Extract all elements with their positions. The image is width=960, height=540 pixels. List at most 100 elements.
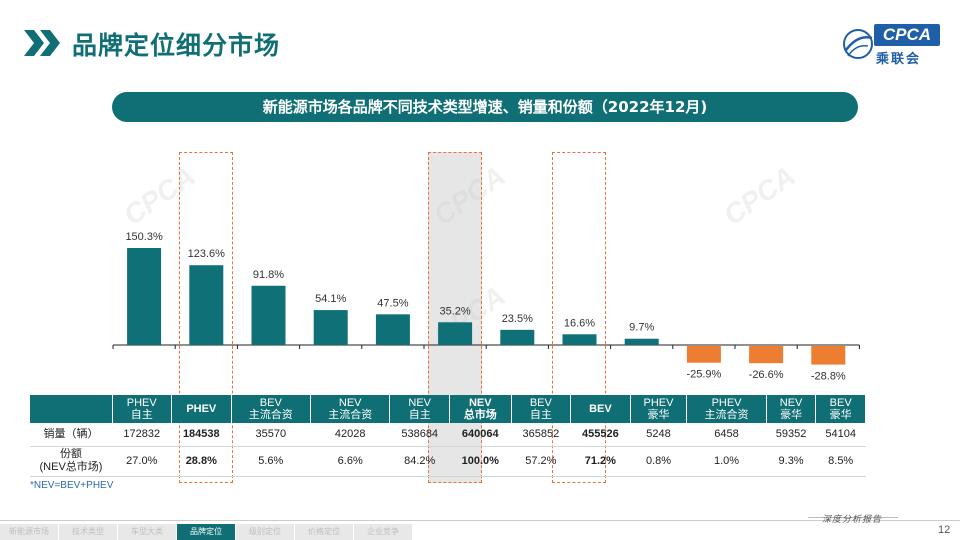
bar (251, 285, 286, 345)
data-label: 123.6% (188, 248, 226, 260)
table-cell: 6458 (686, 423, 767, 447)
page-title: 品牌定位细分市场 (72, 31, 281, 60)
column-header: NEV 豪华 (766, 395, 817, 423)
column-header-line: BEV (529, 397, 552, 409)
footnote: *NEV=BEV+PHEV (30, 480, 114, 491)
data-label: 47.5% (377, 297, 408, 309)
column-header-line: 主流合资 (248, 409, 293, 421)
bar (562, 334, 597, 345)
column-header-line: 自主 (408, 409, 431, 421)
table-cell: 455526 (570, 423, 631, 447)
table-cell: 6.6% (310, 446, 390, 477)
table-header-row: PHEV 自主 PHEV BEV 主流合资 NEV 主流合资 NEV 自主 NEV 总市场 BEV 自主… (30, 395, 866, 423)
table-cell: 42028 (310, 423, 390, 447)
table-cell: 54104 (815, 423, 866, 447)
table-cell: 5248 (630, 423, 687, 447)
table-corner-cell (30, 395, 113, 423)
bar (624, 338, 659, 345)
table-cell: 28.8% (171, 446, 232, 477)
table-cell: 35570 (231, 423, 311, 447)
column-header-line: PHEV (643, 397, 674, 409)
column-header-line: 总市场 (463, 409, 497, 421)
data-table: PHEV 自主 PHEV BEV 主流合资 NEV 主流合资 NEV 自主 NEV 总市场 BEV 自主… (30, 395, 866, 477)
table-cell: 5.6% (231, 446, 311, 477)
column-header: PHEV 主流合资 (686, 395, 767, 423)
footer-divider-accent (808, 517, 898, 518)
column-header: PHEV (171, 395, 232, 423)
logo-text: CPCA (874, 24, 940, 46)
table-cell: 1.0% (686, 446, 767, 477)
bar (438, 322, 473, 345)
data-label: 91.8% (253, 269, 284, 281)
nav-tab[interactable]: 车型大类 (118, 524, 176, 540)
nav-tab[interactable]: 技术类型 (59, 524, 117, 540)
column-header-line: BEV (829, 397, 852, 409)
column-header-line: 主流合资 (328, 409, 373, 421)
table-cell: 84.2% (389, 446, 450, 477)
bar (313, 310, 348, 345)
table-cell: 640064 (449, 423, 512, 447)
data-label: 150.3% (125, 231, 163, 243)
row-label: 销量（辆） (30, 423, 112, 447)
column-header: NEV 主流合资 (310, 395, 391, 423)
row-label-line: 份额 (60, 448, 82, 460)
table-cell: 100.0% (449, 446, 512, 477)
table-cell: 27.0% (112, 446, 172, 477)
column-header: NEV 总市场 (449, 395, 512, 423)
column-header: PHEV 自主 (112, 395, 173, 423)
highlight-box-phev (179, 152, 233, 483)
column-header-line: 自主 (529, 409, 552, 421)
column-header-line: 主流合资 (704, 409, 749, 421)
bar (189, 265, 224, 345)
bar (749, 346, 784, 364)
column-header: NEV 自主 (389, 395, 450, 423)
column-header-line: BEV (589, 403, 612, 415)
table-cell: 9.3% (766, 446, 816, 477)
row-label-line: 销量（辆） (43, 427, 99, 440)
bar (127, 248, 162, 345)
nav-tab[interactable]: 价格定位 (295, 524, 353, 540)
table-cell: 184538 (171, 423, 232, 447)
column-header: BEV (570, 395, 631, 423)
data-label: -25.9% (686, 369, 721, 381)
report-tag: 深度分析报告 (822, 515, 883, 525)
data-label: -26.6% (749, 369, 784, 381)
column-header-line: 豪华 (829, 409, 852, 421)
table-row: 份额 (NEV总市场) 27.0% 28.8% 5.6% 6.6% 84.2% 100.0% 5… (30, 446, 866, 477)
section-nav: 新能源市场 技术类型 车型大类 品牌定位 级别定位 价格定位 企业竞争 (0, 524, 413, 540)
table-cell: 59352 (766, 423, 816, 447)
data-label: 35.2% (439, 305, 470, 317)
row-label-line: (NEV总市场) (39, 461, 103, 473)
column-header-line: NEV (338, 397, 362, 409)
nav-tab[interactable]: 级别定位 (236, 524, 294, 540)
chart-title-banner: 新能源市场各品牌不同技术类型增速、销量和份额（2022年12月) (112, 92, 858, 122)
nav-tab[interactable]: 品牌定位 (177, 524, 235, 540)
column-header: BEV 主流合资 (231, 395, 312, 423)
bar (500, 329, 535, 345)
bar-chart: 150.3% 123.6% 91.8% 54.1% 47.5% 35.2% 23.5% 16.… (112, 231, 860, 383)
column-header-line: 豪华 (780, 409, 803, 421)
data-label: 16.6% (564, 317, 595, 329)
table-cell: 172832 (112, 423, 172, 447)
column-header-line: BEV (259, 397, 282, 409)
data-label: 54.1% (315, 293, 346, 305)
table-cell: 57.2% (511, 446, 571, 477)
column-header-line: 自主 (130, 409, 153, 421)
highlight-box-bev (552, 152, 606, 483)
column-header-line: PHEV (711, 397, 742, 409)
chevron-right-icon (24, 30, 60, 56)
table-cell: 538684 (389, 423, 450, 447)
data-label: 23.5% (502, 313, 533, 325)
column-header: PHEV 豪华 (630, 395, 688, 423)
nav-tab[interactable]: 新能源市场 (0, 524, 58, 540)
data-label: 9.7% (629, 322, 654, 334)
table-cell: 8.5% (815, 446, 866, 477)
table-cell: 71.2% (570, 446, 631, 477)
cpca-logo: CPCA 乘联会 (836, 20, 944, 67)
nav-tab[interactable]: 企业竞争 (354, 524, 412, 540)
bar (811, 346, 846, 365)
column-header-line: PHEV (126, 397, 157, 409)
column-header: BEV 自主 (511, 395, 572, 423)
table-cell: 365852 (511, 423, 571, 447)
footer-divider (0, 520, 960, 521)
